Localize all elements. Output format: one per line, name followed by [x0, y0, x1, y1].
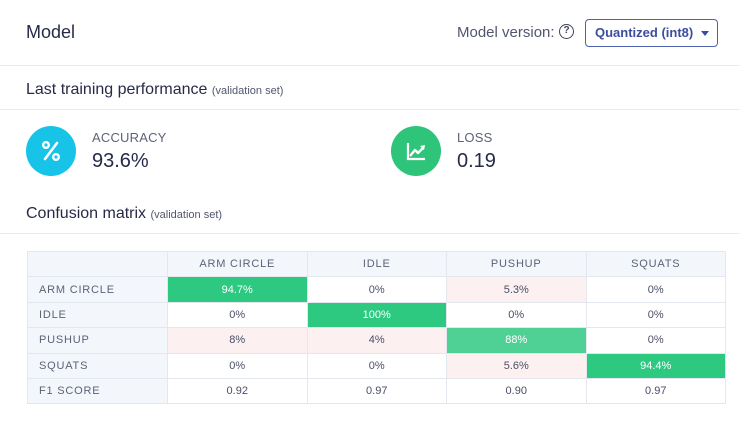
- confusion-matrix-subtitle: (validation set): [150, 209, 223, 221]
- column-header: PUSHUP: [446, 250, 587, 278]
- confusion-matrix-title: Confusion matrix: [26, 205, 147, 222]
- matrix-cell: 0%: [446, 301, 587, 329]
- matrix-cell: 4%: [306, 327, 447, 354]
- matrix-cell: 94.4%: [585, 352, 726, 379]
- page-title: Model: [26, 22, 76, 42]
- confusion-matrix-header: Confusion matrix (validation set): [0, 190, 740, 234]
- confusion-matrix-table: ARM CIRCLE IDLE PUSHUP SQUATS ARM CIRCLE…: [27, 250, 726, 405]
- column-header: SQUATS: [585, 250, 726, 278]
- table-header-row: ARM CIRCLE IDLE PUSHUP SQUATS: [27, 250, 726, 278]
- accuracy-value: 93.6%: [92, 150, 149, 172]
- accuracy-icon-badge: [26, 126, 76, 176]
- f1-score-row: F1 SCORE 0.92 0.97 0.90 0.97: [27, 377, 726, 405]
- matrix-cell: 88%: [446, 327, 587, 354]
- help-icon[interactable]: ?: [559, 24, 574, 39]
- table-row: ARM CIRCLE 94.7% 0% 5.3% 0%: [27, 276, 726, 303]
- table-corner-cell: [27, 250, 168, 278]
- loss-icon-badge: [391, 126, 441, 176]
- table-row: SQUATS 0% 0% 5.6% 94.4%: [27, 352, 726, 379]
- matrix-cell: 94.7%: [167, 276, 308, 303]
- matrix-cell: 0%: [585, 301, 726, 329]
- matrix-cell: 0%: [306, 276, 447, 303]
- caret-down-icon: [701, 31, 709, 36]
- f1-cell: 0.97: [306, 377, 447, 405]
- matrix-cell: 5.3%: [446, 276, 587, 303]
- percent-icon: [42, 141, 61, 162]
- model-header: Model Model version: ? Quantized (int8): [0, 0, 740, 66]
- f1-cell: 0.92: [167, 377, 308, 405]
- matrix-cell: 0%: [585, 276, 726, 303]
- row-label: SQUATS: [27, 352, 168, 379]
- matrix-cell: 8%: [167, 327, 308, 354]
- loss-label: LOSS: [457, 130, 493, 145]
- model-version-select[interactable]: Quantized (int8): [585, 19, 718, 47]
- matrix-cell: 0%: [167, 352, 308, 379]
- training-performance-header: Last training performance (validation se…: [0, 66, 740, 110]
- accuracy-label: ACCURACY: [92, 130, 167, 145]
- trending-chart-icon: [406, 143, 425, 161]
- training-performance-subtitle: (validation set): [211, 85, 284, 97]
- column-header: IDLE: [306, 250, 447, 278]
- matrix-cell: 0%: [167, 301, 308, 329]
- loss-value: 0.19: [457, 150, 496, 172]
- f1-cell: 0.97: [585, 377, 726, 405]
- row-label: F1 SCORE: [27, 377, 168, 405]
- matrix-cell: 0%: [306, 352, 447, 379]
- row-label: ARM CIRCLE: [27, 276, 168, 303]
- row-label: PUSHUP: [27, 327, 168, 354]
- table-row: PUSHUP 8% 4% 88% 0%: [27, 327, 726, 354]
- f1-cell: 0.90: [446, 377, 587, 405]
- matrix-cell: 5.6%: [446, 352, 587, 379]
- model-version-value: Quantized (int8): [595, 25, 694, 40]
- model-version-label: Model version:: [457, 24, 555, 41]
- matrix-cell: 100%: [306, 301, 447, 329]
- row-label: IDLE: [27, 301, 168, 329]
- table-row: IDLE 0% 100% 0% 0%: [27, 301, 726, 329]
- training-performance-title: Last training performance: [26, 81, 208, 98]
- matrix-cell: 0%: [585, 327, 726, 354]
- column-header: ARM CIRCLE: [167, 250, 308, 278]
